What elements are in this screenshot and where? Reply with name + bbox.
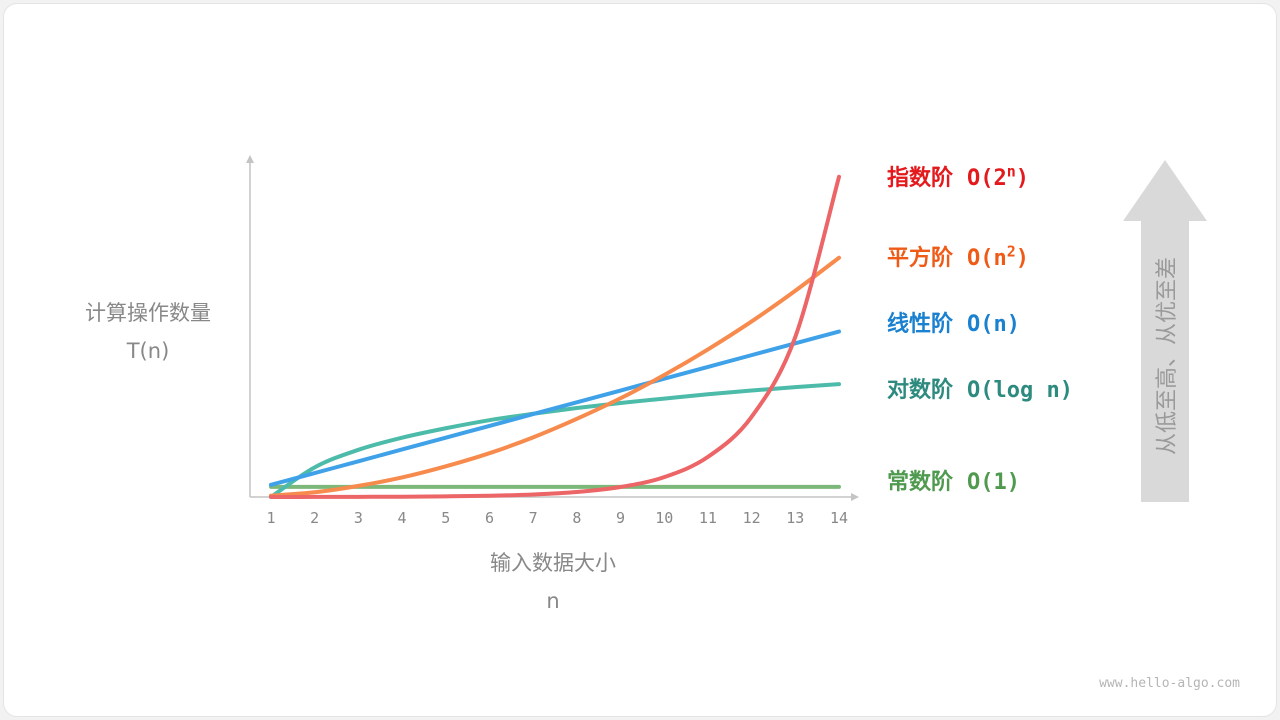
legend-label-0: 指数阶 O(2n) xyxy=(887,160,1029,192)
x-tick-label: 5 xyxy=(441,509,450,527)
series-line-2 xyxy=(269,329,841,487)
order-arrow xyxy=(1123,160,1207,502)
x-tick-label: 14 xyxy=(830,509,848,527)
order-arrow-text: 从低至高、从优至差 xyxy=(1155,256,1180,456)
notation-text: O(n xyxy=(967,246,1007,271)
legend-notation: O(2n) xyxy=(967,162,1030,191)
legend-notation: O(log n) xyxy=(967,378,1073,403)
x-tick-label: 12 xyxy=(743,509,761,527)
legend-notation: O(n) xyxy=(967,312,1020,337)
watermark: www.hello-algo.com xyxy=(1099,676,1240,691)
x-tick-label: 10 xyxy=(655,509,673,527)
legend-name: 平方阶 xyxy=(887,246,954,271)
notation-close: ) xyxy=(1015,166,1030,191)
legend-name: 指数阶 xyxy=(887,166,954,191)
x-tick-label: 11 xyxy=(699,509,717,527)
legend-name: 对数阶 xyxy=(887,378,954,403)
legend-label-3: 对数阶 O(log n) xyxy=(887,372,1073,404)
chart-card xyxy=(3,3,1277,717)
x-axis-label: 输入数据大小 xyxy=(490,551,616,575)
notation-sup: 2 xyxy=(1006,242,1016,261)
notation-close: ) xyxy=(1015,246,1030,271)
legend-label-4: 常数阶 O(1) xyxy=(887,464,1020,496)
x-tick-label: 2 xyxy=(310,509,319,527)
notation-text: O(1) xyxy=(967,470,1020,495)
notation-text: O(n) xyxy=(967,312,1020,337)
legend-label-1: 平方阶 O(n2) xyxy=(887,240,1029,272)
legend-notation: O(n2) xyxy=(967,242,1030,271)
y-axis-sublabel: T(n) xyxy=(126,339,170,363)
x-tick-label: 1 xyxy=(266,509,275,527)
x-tick-label: 6 xyxy=(485,509,494,527)
x-tick-label: 8 xyxy=(572,509,581,527)
notation-text: O(2 xyxy=(967,166,1007,191)
x-tick-label: 7 xyxy=(529,509,538,527)
x-tick-label: 4 xyxy=(398,509,407,527)
legend-notation: O(1) xyxy=(967,470,1020,495)
x-tick-label: 13 xyxy=(786,509,804,527)
series-line-3 xyxy=(269,382,841,499)
legend-label-2: 线性阶 O(n) xyxy=(887,306,1020,338)
x-tick-label: 3 xyxy=(354,509,363,527)
legend-name: 常数阶 xyxy=(887,470,954,495)
y-axis-label: 计算操作数量 xyxy=(85,301,211,325)
x-tick-label: 9 xyxy=(616,509,625,527)
notation-text: O(log n) xyxy=(967,378,1073,403)
y-axis-title: 计算操作数量 T(n) xyxy=(58,294,238,370)
series-line-0 xyxy=(269,174,841,499)
y-axis-arrow-icon xyxy=(246,155,254,163)
x-axis-sublabel: n xyxy=(546,589,560,613)
x-axis-title: 输入数据大小 n xyxy=(453,544,653,620)
series-line-1 xyxy=(269,255,841,498)
legend-name: 线性阶 xyxy=(887,312,954,337)
x-axis-arrow-icon xyxy=(851,493,859,501)
notation-sup: n xyxy=(1006,162,1016,181)
